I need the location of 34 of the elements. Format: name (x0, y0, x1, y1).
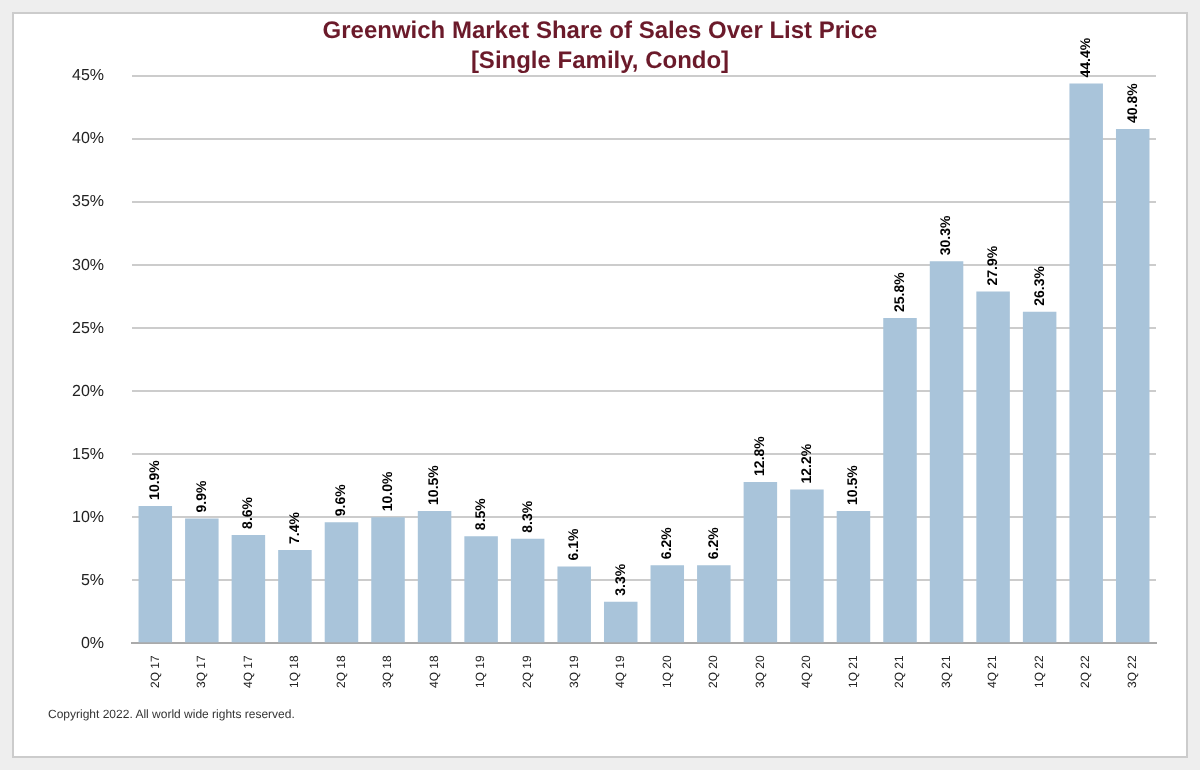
bar (278, 550, 312, 643)
y-tick-label: 35% (71, 192, 105, 211)
y-tick-label: 0% (80, 633, 105, 652)
bar (976, 291, 1010, 643)
y-tick-label: 30% (71, 255, 105, 274)
bar (510, 538, 545, 643)
bar (883, 318, 917, 643)
bar (1022, 311, 1057, 643)
bar (185, 518, 219, 643)
y-tick-label: 25% (71, 318, 105, 337)
y-tick-label: 20% (71, 381, 105, 400)
bar (836, 510, 871, 643)
bar (464, 536, 498, 643)
y-tick-label: 15% (71, 444, 105, 463)
bar (324, 522, 359, 643)
y-tick-label: 45% (71, 66, 105, 85)
bar (790, 489, 824, 643)
y-tick-label: 10% (71, 507, 105, 526)
bar (371, 517, 405, 643)
bar (557, 566, 591, 643)
bar (929, 261, 964, 643)
bar (417, 510, 452, 643)
y-tick-label: 5% (80, 570, 105, 589)
y-tick-label: 40% (71, 129, 105, 148)
bar (1115, 128, 1150, 643)
chart-title: Greenwich Market Share of Sales Over List Price (322, 16, 878, 44)
bar (743, 481, 778, 643)
bar (650, 565, 685, 643)
bar (231, 534, 266, 643)
bar (1069, 83, 1103, 643)
chart-subtitle: [Single Family, Condo] (470, 46, 730, 74)
bar (603, 601, 638, 643)
bar (697, 565, 731, 643)
bar (138, 505, 173, 643)
